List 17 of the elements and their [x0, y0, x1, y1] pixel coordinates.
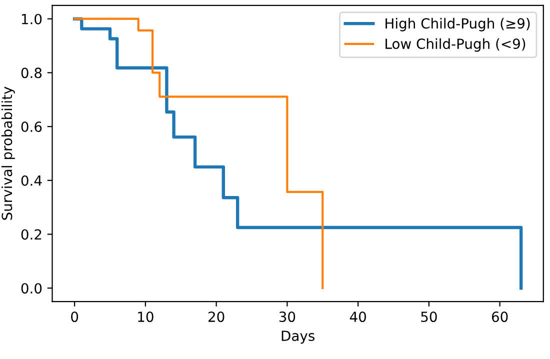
y-tick-label: 1.0	[22, 14, 42, 24]
y-tick-label: 0.0	[21, 283, 42, 294]
x-tick-label: 20	[208, 312, 224, 322]
x-tick-label: 60	[492, 312, 508, 322]
x-tick-label: 50	[421, 312, 437, 322]
y-axis-title: Survival probability	[1, 86, 15, 220]
y-tick-label: 0.8	[21, 68, 42, 78]
x-tick-label: 0	[71, 312, 78, 322]
x-tick-label: 40	[350, 312, 366, 322]
y-tick-label: 0.2	[21, 229, 42, 240]
x-axis-title: Days	[282, 330, 314, 344]
y-tick-label: 0.6	[21, 122, 42, 132]
x-tick-label: 30	[279, 312, 296, 322]
legend-label: High Child-Pugh (≥9)	[386, 18, 530, 32]
legend-label: Low Child-Pugh (<9)	[386, 38, 526, 52]
x-tick-label: 10	[138, 312, 154, 322]
y-tick-label: 0.4	[21, 175, 42, 186]
